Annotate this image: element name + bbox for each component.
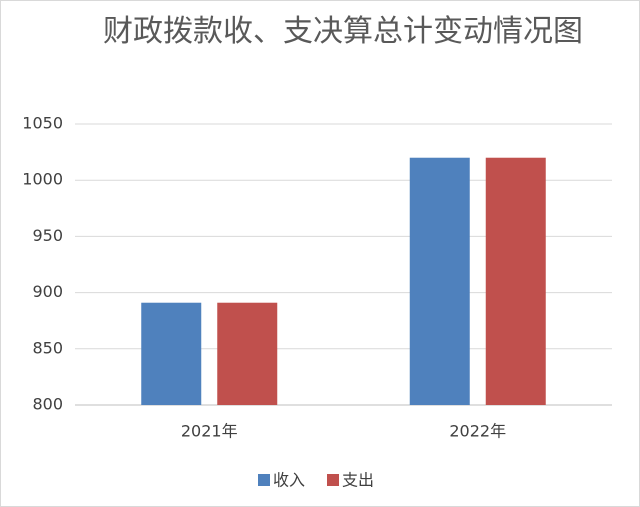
y-tick-label: 800 xyxy=(32,395,63,414)
y-tick-label: 850 xyxy=(32,338,63,357)
legend-swatch xyxy=(258,474,270,486)
y-tick-label: 1050 xyxy=(22,114,63,133)
legend-label: 支出 xyxy=(342,471,374,490)
bar xyxy=(409,157,470,405)
legend-label: 收入 xyxy=(273,471,305,490)
legend-swatch xyxy=(327,474,339,486)
bar xyxy=(217,302,278,405)
x-tick-label: 2021年 xyxy=(181,422,238,441)
y-tick-label: 950 xyxy=(32,226,63,245)
bar xyxy=(141,302,202,405)
y-tick-label: 1000 xyxy=(22,170,63,189)
x-tick-label: 2022年 xyxy=(449,422,506,441)
chart-title: 财政拨款收、支决算总计变动情况图 xyxy=(103,14,583,49)
y-tick-label: 900 xyxy=(32,282,63,301)
bar xyxy=(485,157,546,405)
